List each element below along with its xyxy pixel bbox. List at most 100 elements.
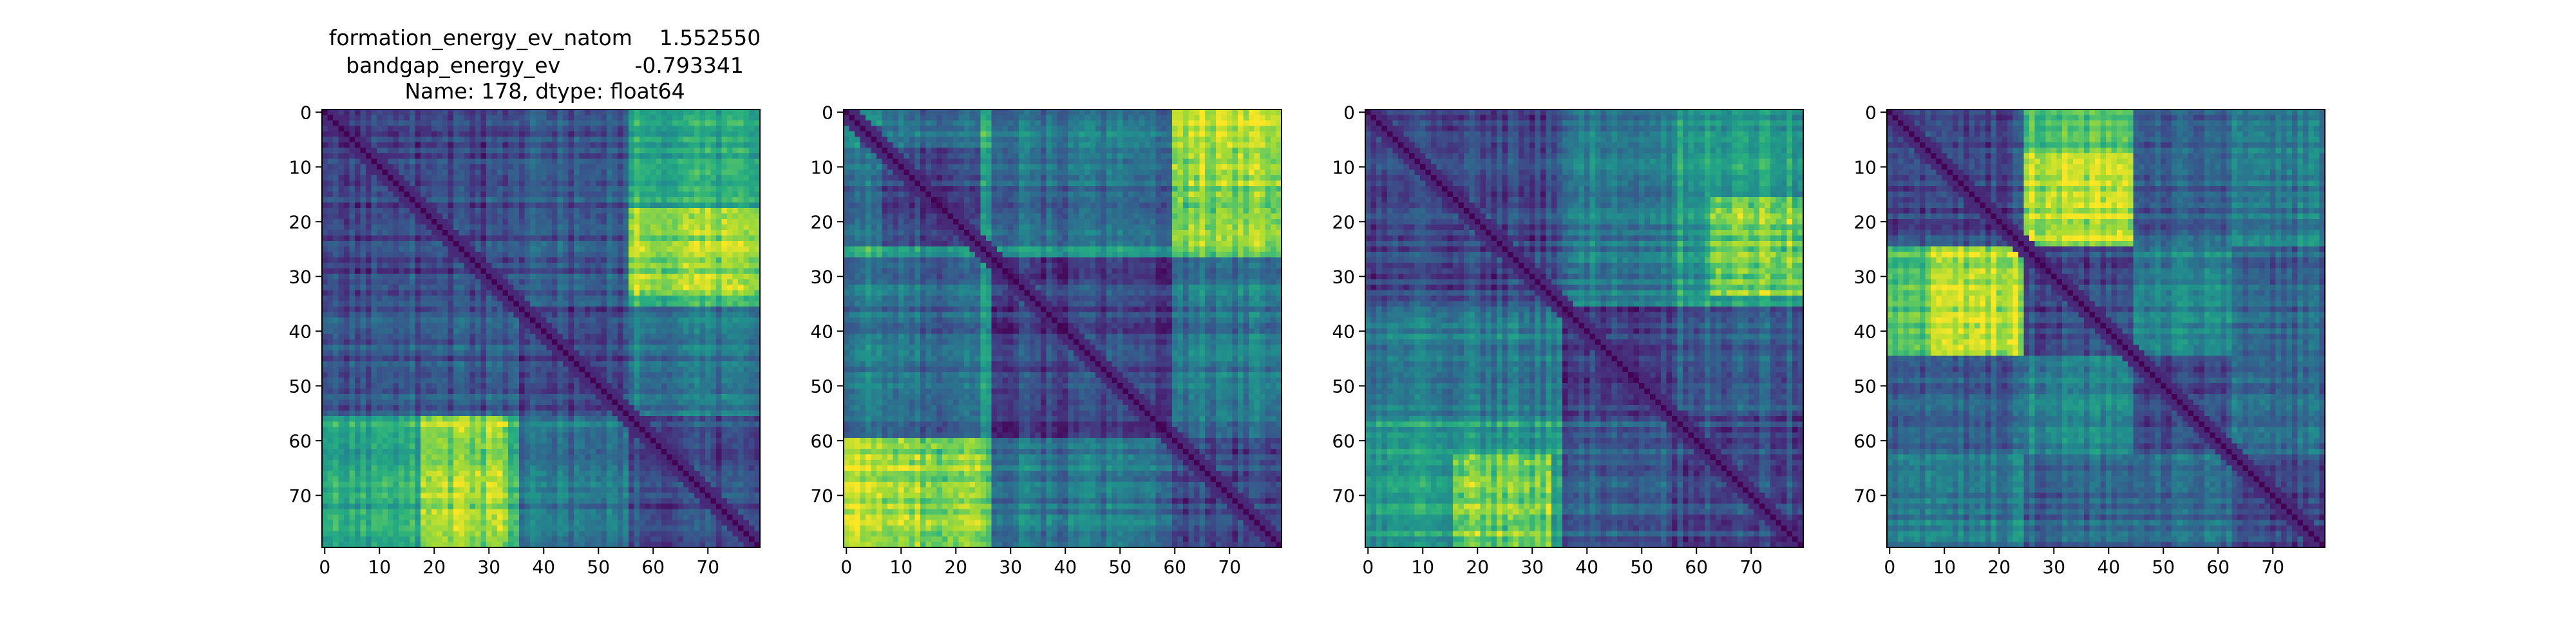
- heatmap-cell: [459, 247, 465, 252]
- heatmap-cell: [372, 225, 377, 231]
- heatmap-cell: [399, 236, 404, 242]
- heatmap-cell: [333, 274, 339, 279]
- heatmap-cell: [437, 247, 443, 252]
- heatmap-cell: [547, 279, 553, 285]
- heatmap-cell: [738, 383, 744, 389]
- heatmap-cell: [328, 175, 334, 181]
- heatmap-cell: [464, 345, 470, 351]
- heatmap-cell: [464, 301, 470, 307]
- heatmap-cell: [525, 361, 531, 367]
- heatmap-cell: [361, 296, 366, 301]
- heatmap-cell: [694, 345, 700, 351]
- heatmap-cell: [410, 350, 415, 356]
- heatmap-cell: [558, 175, 564, 181]
- heatmap-cell: [355, 394, 361, 400]
- heatmap-cell: [601, 416, 607, 422]
- heatmap-cell: [339, 131, 345, 137]
- heatmap-cell: [377, 269, 383, 274]
- heatmap-cell: [536, 269, 542, 274]
- heatmap-cell: [361, 236, 366, 242]
- heatmap-cell: [585, 301, 591, 307]
- heatmap-cell: [661, 175, 667, 181]
- heatmap-cell: [585, 225, 591, 231]
- heatmap-cell: [344, 230, 350, 236]
- heatmap-cell: [612, 126, 618, 132]
- heatmap-cell: [372, 444, 377, 450]
- heatmap-cell: [361, 361, 366, 367]
- heatmap-cell: [437, 323, 443, 329]
- heatmap-cell: [383, 219, 388, 225]
- heatmap-cell: [410, 126, 415, 132]
- heatmap-cell: [399, 296, 404, 301]
- heatmap-cell: [475, 323, 481, 329]
- heatmap-cell: [492, 181, 498, 187]
- heatmap-cell: [393, 247, 399, 252]
- heatmap-cell: [547, 126, 553, 132]
- heatmap-cell: [574, 416, 580, 422]
- heatmap-cell: [678, 416, 684, 422]
- heatmap-cell: [552, 148, 558, 154]
- heatmap-cell: [350, 225, 355, 231]
- heatmap-cell: [678, 175, 684, 181]
- heatmap-cell: [355, 290, 361, 296]
- heatmap-cell: [453, 126, 459, 132]
- heatmap-cell: [361, 230, 366, 236]
- heatmap-cell: [694, 394, 700, 400]
- heatmap-cell: [580, 197, 585, 203]
- heatmap-cell: [410, 356, 415, 362]
- heatmap-cell: [563, 219, 569, 225]
- heatmap-cell: [711, 394, 717, 400]
- heatmap-cell: [672, 285, 678, 290]
- heatmap-cell: [503, 433, 509, 439]
- heatmap-cell: [448, 115, 454, 121]
- heatmap-cell: [486, 236, 492, 242]
- heatmap-cell: [459, 142, 465, 148]
- heatmap-cell: [672, 170, 678, 176]
- heatmap-cell: [541, 120, 547, 126]
- heatmap-cell: [519, 186, 525, 192]
- heatmap-cell: [415, 225, 421, 231]
- heatmap-cell: [727, 219, 733, 225]
- heatmap-cell: [547, 159, 553, 165]
- heatmap-cell: [733, 214, 739, 220]
- heatmap-cell: [404, 164, 410, 170]
- heatmap-cell: [470, 312, 476, 318]
- heatmap-cell: [607, 186, 612, 192]
- heatmap-cell: [404, 148, 410, 154]
- heatmap-cell: [404, 247, 410, 252]
- heatmap-cell: [366, 225, 372, 231]
- heatmap-cell: [442, 301, 448, 307]
- heatmap-cell: [333, 148, 339, 154]
- heatmap-cell: [623, 350, 629, 356]
- heatmap-cell: [727, 208, 733, 214]
- heatmap-cell: [733, 258, 739, 263]
- heatmap-cell: [453, 301, 459, 307]
- heatmap-cell: [667, 328, 673, 334]
- heatmap-cell: [733, 411, 739, 417]
- heatmap-cell: [442, 170, 448, 176]
- heatmap-cell: [388, 120, 393, 126]
- heatmap-cell: [470, 258, 476, 263]
- heatmap-cell: [629, 307, 634, 312]
- heatmap-cell: [442, 416, 448, 422]
- heatmap-cell: [727, 411, 733, 417]
- heatmap-cell: [519, 241, 525, 247]
- heatmap-cell: [683, 126, 689, 132]
- heatmap-cell: [508, 186, 514, 192]
- heatmap-cell: [738, 438, 744, 444]
- heatmap-cell: [322, 422, 328, 428]
- heatmap-cell: [453, 427, 459, 433]
- heatmap-cell: [492, 186, 498, 192]
- heatmap-cell: [574, 214, 580, 220]
- heatmap-cell: [716, 197, 722, 203]
- heatmap-cell: [328, 230, 334, 236]
- heatmap-cell: [470, 405, 476, 411]
- heatmap-cell: [448, 427, 454, 433]
- heatmap-cell: [366, 411, 372, 417]
- heatmap-cell: [727, 115, 733, 121]
- heatmap-cell: [678, 296, 684, 301]
- heatmap-cell: [388, 115, 393, 121]
- heatmap-cell: [536, 164, 542, 170]
- heatmap-cell: [415, 214, 421, 220]
- heatmap-cell: [683, 186, 689, 192]
